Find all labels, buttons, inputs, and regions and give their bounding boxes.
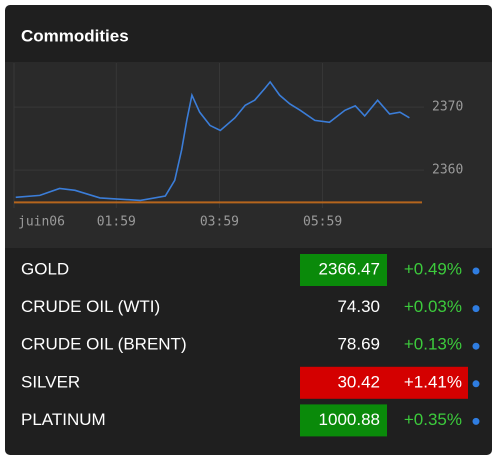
status-dot [472, 305, 480, 313]
x-tick-label: 01:59 [97, 215, 136, 230]
commodity-name: CRUDE OIL (WTI) [21, 297, 160, 316]
commodity-name: CRUDE OIL (BRENT) [21, 335, 187, 354]
chart-bg [5, 62, 492, 248]
y-tick-label: 2370 [432, 100, 463, 115]
price: 74.30 [337, 297, 380, 316]
status-dot [472, 417, 480, 425]
change: +0.49% [404, 259, 462, 278]
price-highlight [300, 254, 387, 286]
commodity-name: SILVER [21, 372, 80, 391]
change: +0.03% [404, 297, 462, 316]
status-dot [472, 342, 480, 350]
price-highlight [300, 366, 387, 399]
title: Commodities [21, 26, 129, 45]
commodity-name: PLATINUM [21, 410, 106, 429]
price: 2366.47 [319, 259, 380, 278]
status-dot [472, 380, 480, 388]
x-tick-label: juin06 [18, 215, 65, 230]
change: +0.13% [404, 335, 462, 354]
price-line [15, 80, 410, 202]
x-tick-label: 05:59 [303, 215, 342, 230]
x-tick-label: 03:59 [200, 215, 239, 230]
status-dot [472, 267, 480, 275]
change: +0.35% [404, 410, 462, 429]
commodity-name: GOLD [21, 259, 69, 278]
y-tick-label: 2360 [432, 163, 463, 178]
change: +1.41% [404, 372, 462, 391]
price: 1000.88 [319, 410, 380, 429]
price: 78.69 [337, 335, 380, 354]
price: 30.42 [337, 372, 380, 391]
price-highlight [300, 404, 387, 437]
change-highlight [387, 366, 468, 399]
